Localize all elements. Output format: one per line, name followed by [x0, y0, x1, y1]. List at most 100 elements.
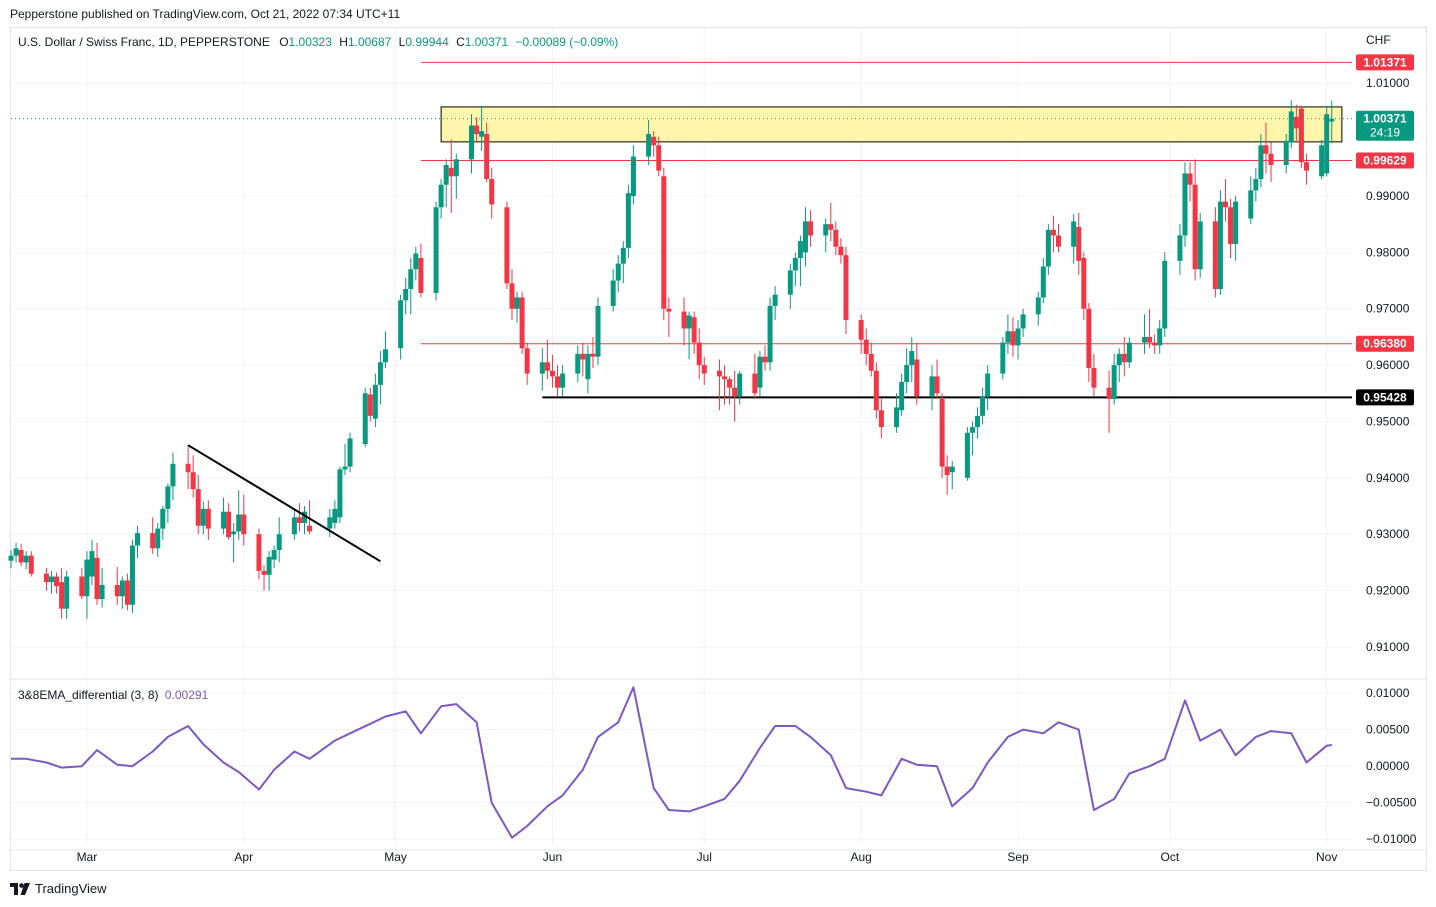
candle-body: [1071, 221, 1077, 247]
footer-brand[interactable]: TradingView: [10, 881, 107, 896]
candle: [1071, 214, 1077, 264]
candle: [13, 542, 19, 563]
candle: [261, 565, 267, 591]
indicator-name: 3&8EMA_differential (3, 8): [18, 688, 159, 702]
candle-body: [221, 511, 227, 529]
candle-body: [403, 289, 409, 301]
candle: [1187, 162, 1193, 202]
candle-body: [1324, 114, 1330, 174]
candle: [1106, 370, 1112, 433]
candle-body: [261, 570, 267, 575]
candle-body: [1081, 258, 1087, 309]
candle: [89, 539, 95, 585]
candle-body: [701, 365, 707, 374]
price-tick-label: 0.97000: [1366, 302, 1410, 316]
candle-body: [858, 320, 864, 340]
candle-body: [28, 555, 34, 574]
candle-body: [1288, 111, 1294, 143]
candle-body: [337, 469, 343, 518]
candle-body: [969, 427, 975, 433]
candle-body: [1050, 229, 1056, 236]
legend-low-label: L: [398, 35, 406, 49]
candle-body: [939, 398, 945, 467]
candle: [362, 387, 368, 447]
candle: [302, 506, 308, 535]
candle: [560, 365, 566, 397]
candle: [296, 503, 302, 532]
candle-body: [1187, 173, 1193, 185]
resistance-zone: [440, 106, 1343, 143]
candle: [939, 393, 945, 478]
candle: [833, 221, 839, 256]
candle: [1293, 104, 1299, 143]
candle-body: [347, 438, 353, 467]
candle: [332, 500, 338, 529]
publisher-line: Pepperstone published on TradingView.com…: [10, 7, 401, 21]
candle-body: [752, 373, 758, 394]
candle-body: [757, 356, 763, 388]
candle: [1258, 133, 1264, 188]
candle-body: [686, 315, 692, 329]
candle-body: [944, 466, 950, 476]
candle-body: [1319, 145, 1325, 177]
candle-body: [418, 258, 424, 293]
candle: [48, 570, 54, 594]
indicator-tick-label: 0.00000: [1366, 759, 1410, 773]
candle: [787, 263, 793, 309]
indicator-value: 0.00291: [164, 688, 209, 702]
candle-body: [1116, 353, 1122, 366]
candle: [555, 365, 561, 397]
candle: [691, 311, 697, 354]
candle: [509, 269, 515, 321]
candle-body: [610, 280, 616, 306]
candle-body: [524, 348, 530, 374]
candle-body: [797, 241, 803, 259]
candle-body: [23, 555, 29, 563]
price-tick-label: 0.99000: [1366, 189, 1410, 203]
candle: [868, 342, 874, 377]
legend-close-label: C: [456, 35, 465, 49]
candle-body: [327, 517, 333, 529]
candle: [484, 122, 490, 182]
indicator-legend[interactable]: 3&8EMA_differential (3, 8) 0.00291: [18, 688, 208, 702]
candle-body: [696, 342, 702, 366]
candle-body: [1303, 162, 1309, 171]
candle: [1000, 336, 1006, 380]
candle-body: [1233, 201, 1239, 244]
candle-body: [226, 511, 232, 538]
candle-body: [94, 557, 100, 600]
candle: [23, 551, 29, 570]
candle-body: [964, 432, 970, 478]
candle-body: [8, 555, 14, 561]
candle-body: [129, 545, 135, 605]
candle-body: [484, 133, 490, 180]
candle: [367, 387, 373, 422]
chart-frame: [10, 27, 1427, 871]
candle-body: [691, 317, 697, 343]
candle-body: [1192, 184, 1198, 270]
candle: [519, 291, 525, 354]
candle-body: [453, 159, 459, 177]
candle-body: [433, 207, 439, 293]
candle-body: [539, 362, 545, 374]
candle: [1177, 224, 1183, 275]
candle-body: [1111, 365, 1117, 399]
candle-body: [342, 466, 348, 470]
month-label: May: [384, 850, 407, 864]
candle: [241, 494, 247, 546]
candle: [610, 269, 616, 312]
candle-body: [1253, 179, 1259, 191]
candle-body: [1020, 314, 1026, 329]
candle-body: [54, 576, 60, 587]
candle-body: [1329, 118, 1335, 122]
symbol-legend[interactable]: U.S. Dollar / Swiss Franc, 1D, PEPPERSTO…: [18, 35, 618, 49]
candle-body: [119, 580, 125, 597]
candle-body: [1005, 331, 1011, 343]
candle-body: [651, 136, 657, 146]
candle: [661, 167, 667, 321]
candle-body: [382, 349, 388, 363]
candle: [1248, 176, 1254, 225]
candle-body: [302, 511, 308, 523]
candle-body: [504, 207, 510, 284]
